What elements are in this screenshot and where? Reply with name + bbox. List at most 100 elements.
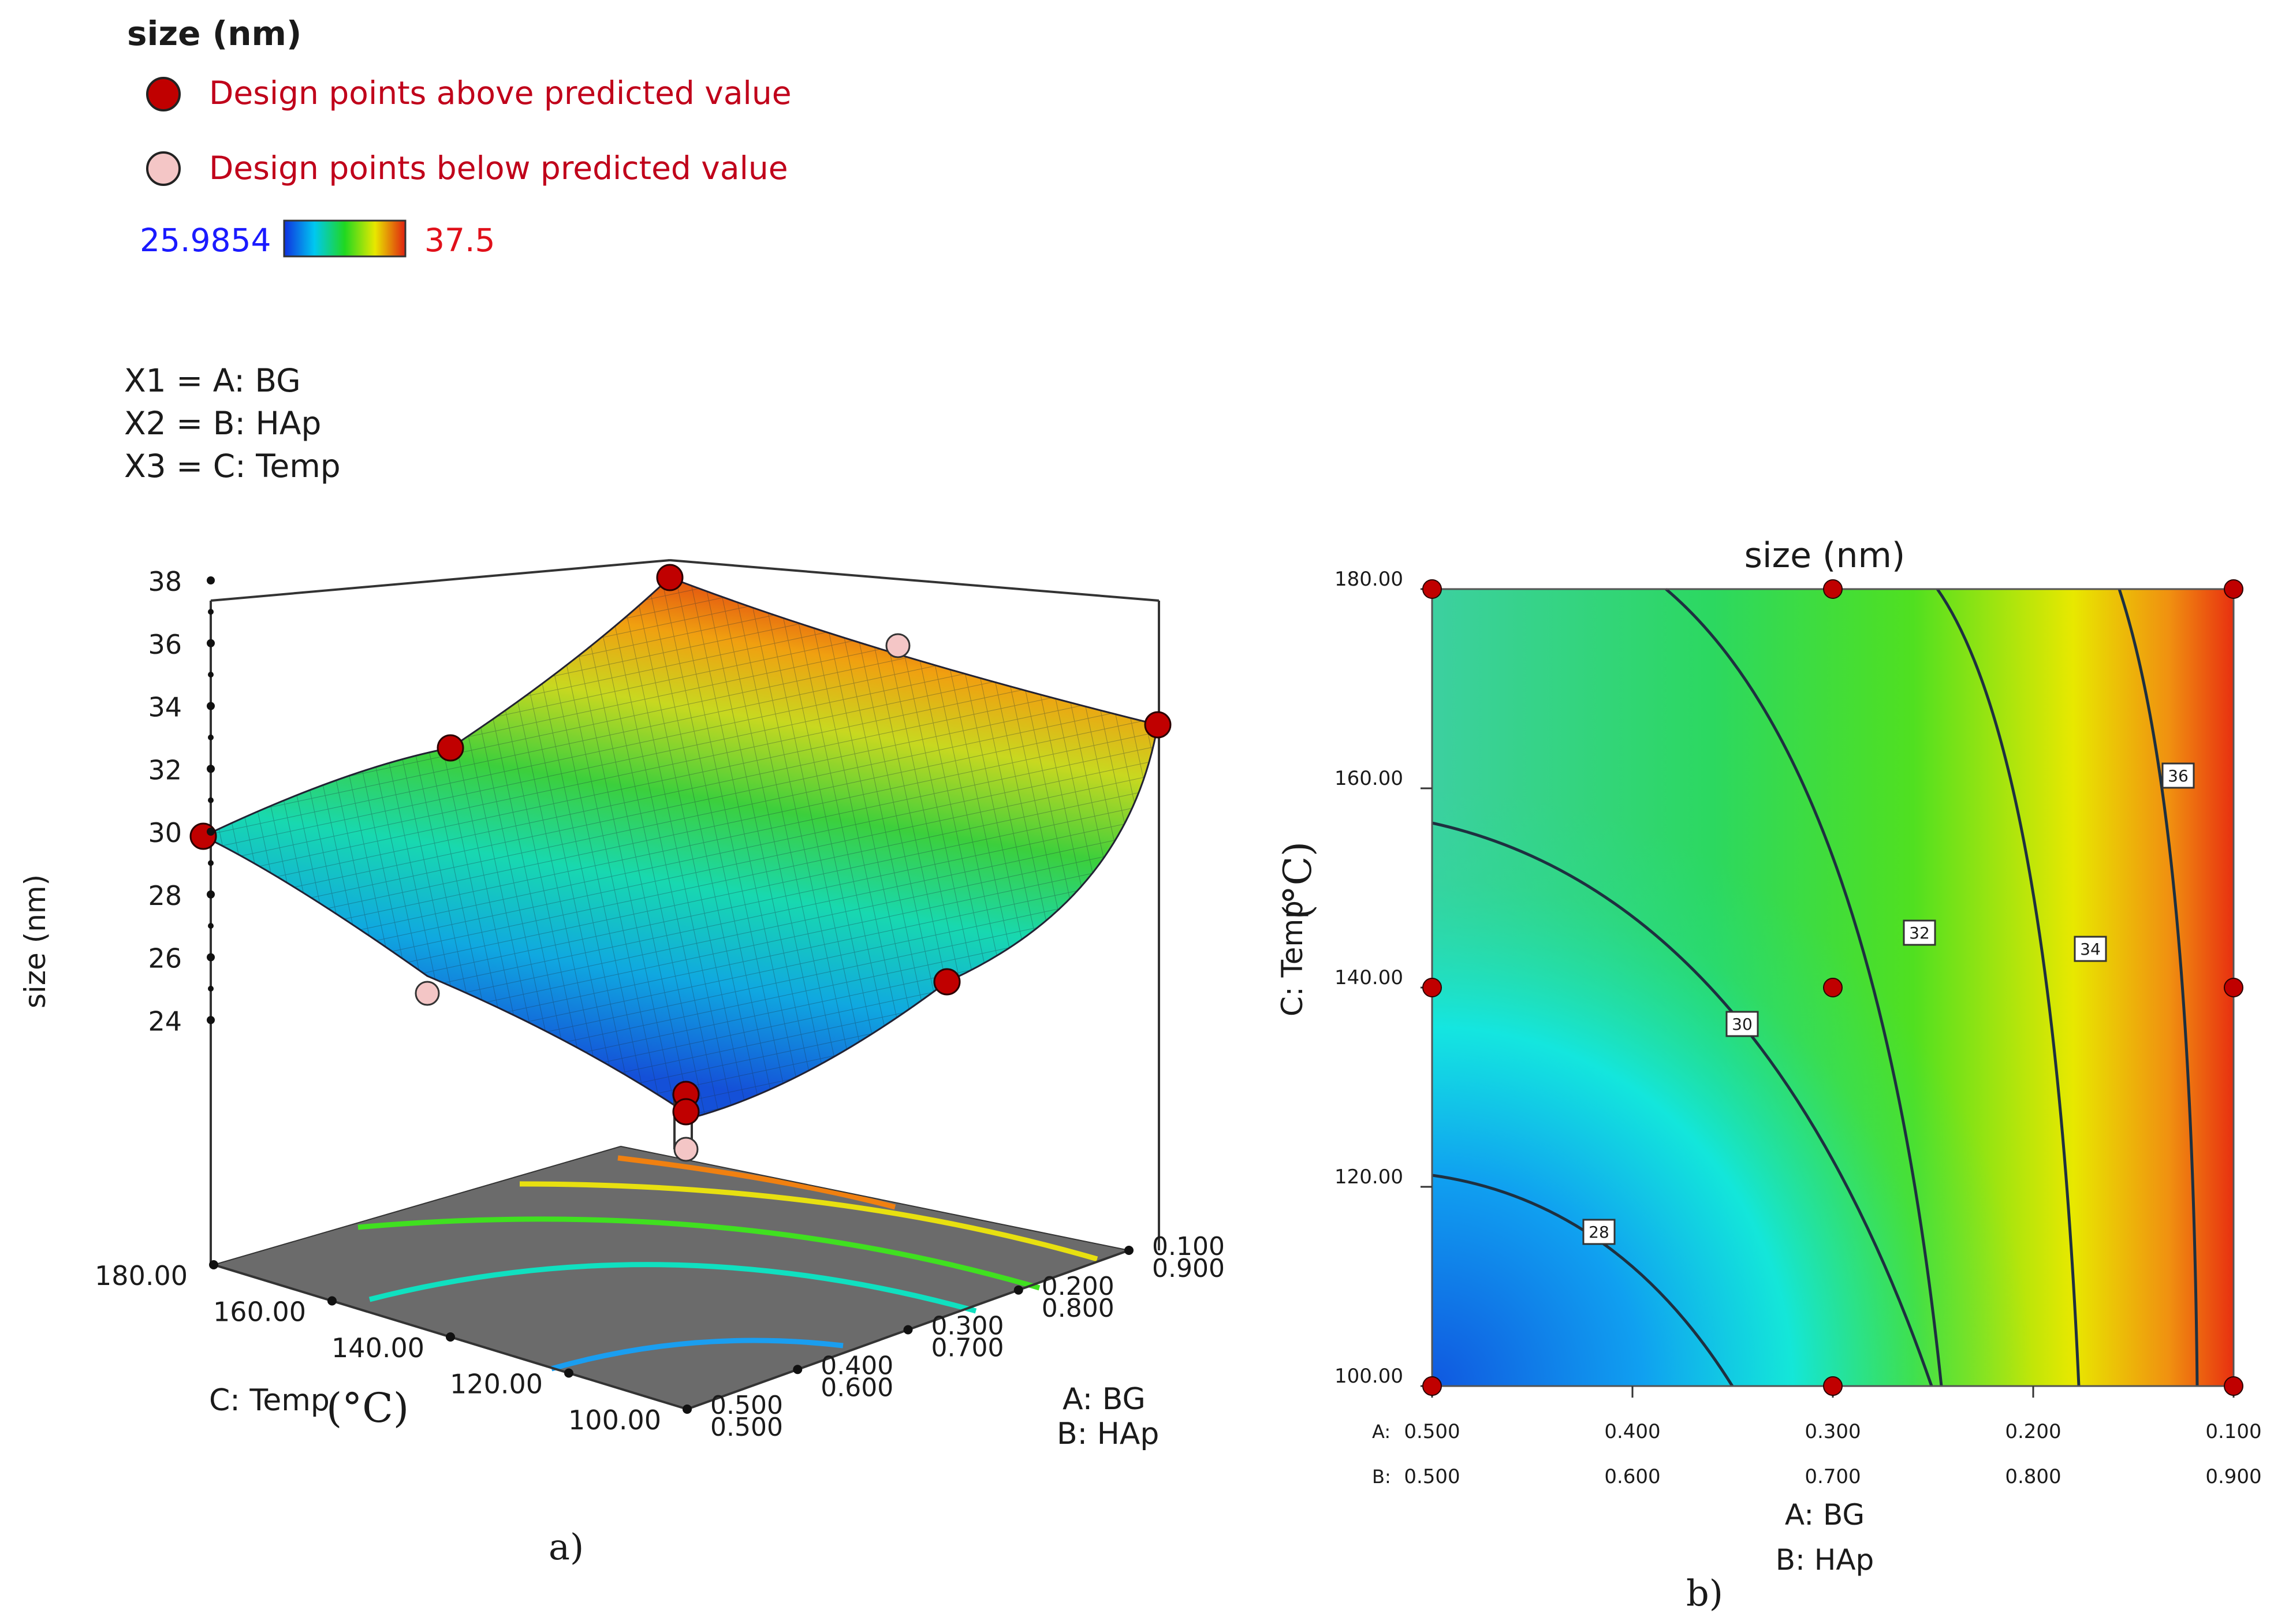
legend-above-marker <box>146 77 181 111</box>
contour-label-34-text: 34 <box>2080 940 2101 959</box>
contour-design-point <box>2224 579 2243 599</box>
contour-a-tick-label: 0.300 <box>1805 1420 1861 1443</box>
floor-contour-blue <box>550 1338 844 1372</box>
panel-b-contour-plot: size (nm) 28 30 32 34 36 <box>1276 535 2262 1614</box>
contour-label-36-text: 36 <box>2168 766 2189 785</box>
z-tick-label: 24 <box>148 1005 182 1037</box>
contour-label-32: 32 <box>1903 919 1936 946</box>
z-tick-mark <box>207 828 215 836</box>
contour-design-point <box>1823 978 1843 997</box>
z-tick-label: 34 <box>148 692 182 723</box>
design-points-3d <box>189 564 1172 1162</box>
design-point-below <box>415 981 440 1006</box>
z-tick-mark <box>207 576 215 584</box>
contour-label-30-text: 30 <box>1732 1015 1753 1034</box>
box-edge <box>669 559 1160 602</box>
contour-y-tick-label: 100.00 <box>1334 1365 1403 1388</box>
z-tick-label: 28 <box>148 880 182 911</box>
temp-axis-unit: (°C) <box>326 1384 409 1432</box>
temp-tick-mark <box>446 1332 455 1342</box>
contour-design-point <box>2224 1376 2243 1396</box>
floor-contour-cyan <box>368 1262 977 1314</box>
b-tick-label: 0.900 <box>1152 1254 1225 1283</box>
contour-design-point <box>1823 579 1843 599</box>
temp-tick-mark <box>209 1260 218 1269</box>
temp-tick-mark <box>327 1296 337 1306</box>
factor-x2: X2 = B: HAp <box>124 405 321 442</box>
z-minor-tick <box>208 923 214 929</box>
design-point-below <box>885 633 911 658</box>
contour-design-point <box>1422 579 1442 599</box>
ab-axis-label-a: A: BG <box>1063 1382 1146 1417</box>
panel-a-label: a) <box>549 1526 584 1568</box>
contour-y-axis-label: C: Temp <box>1276 900 1309 1016</box>
contour-y-tick-label: 180.00 <box>1334 568 1403 591</box>
colorbar-min-label: 25.9854 <box>140 222 271 259</box>
contour-a-tick-label: 0.500 <box>1404 1420 1460 1443</box>
z-minor-tick <box>208 672 214 678</box>
z-axis-label: size (nm) <box>18 874 52 1008</box>
contour-label-28-text: 28 <box>1589 1223 1609 1242</box>
contour-a-tick-label: 0.400 <box>1604 1420 1660 1443</box>
a-tick-label: 0.400 <box>821 1351 893 1380</box>
z-tick-mark <box>207 1016 215 1025</box>
legend-below-marker <box>146 151 181 186</box>
temp-axis-3d: 180.00 160.00 140.00 120.00 100.00 <box>95 1260 692 1436</box>
contour-line-36 <box>2118 588 2199 1387</box>
legend-above-label: Design points above predicted value <box>209 75 792 111</box>
design-point-above <box>437 734 464 762</box>
floor-contour-yellow <box>519 1181 1098 1262</box>
colorbar-max-label: 37.5 <box>424 222 495 259</box>
temp-tick-label: 160.00 <box>213 1297 306 1328</box>
a-tick-label: 0.100 <box>1152 1232 1225 1261</box>
b-tick-label: 0.700 <box>931 1334 1004 1363</box>
contour-label-32-text: 32 <box>1909 923 1930 943</box>
contour-x-axis-label-b: B: HAp <box>1776 1543 1874 1577</box>
contour-line-32 <box>1665 588 1943 1387</box>
panel-b-label: b) <box>1686 1572 1723 1614</box>
contour-y-tick-label: 140.00 <box>1334 966 1403 989</box>
floor-contour-orange <box>617 1155 896 1210</box>
contour-b-tick-label: 0.500 <box>1404 1465 1460 1488</box>
contour-a-tick-label: 0.100 <box>2205 1420 2261 1443</box>
temp-tick-label: 100.00 <box>568 1405 661 1436</box>
contour-x-prefix-b: B: <box>1372 1466 1391 1488</box>
contour-x-axis: A: B: 0.500 0.500 0.400 0.600 0.300 0.700 0.200 0… <box>1372 1386 2262 1488</box>
z-minor-tick <box>208 860 214 866</box>
ab-tick-mark <box>683 1405 692 1414</box>
contour-b-tick-label: 0.700 <box>1805 1465 1861 1488</box>
b-tick-label: 0.500 <box>710 1413 783 1442</box>
contour-label-30: 30 <box>1725 1011 1759 1037</box>
design-point-above <box>1144 711 1172 739</box>
contour-line-30 <box>1431 821 1933 1387</box>
temp-axis-label: C: Temp <box>209 1383 330 1418</box>
temp-tick-mark <box>564 1368 573 1378</box>
contour-design-point <box>1422 1376 1442 1396</box>
design-point-above <box>189 822 217 850</box>
contour-y-axis-unit: (°C) <box>1276 841 1320 919</box>
contour-title: size (nm) <box>1744 535 1906 576</box>
b-tick-label: 0.600 <box>821 1373 893 1402</box>
contour-design-point <box>1823 1376 1843 1396</box>
box-edge <box>210 559 670 602</box>
design-point-below <box>673 1137 699 1162</box>
contour-x-axis-label-a: A: BG <box>1785 1498 1865 1532</box>
design-point-above <box>672 1098 700 1126</box>
z-axis: 24 26 28 30 32 34 36 38 <box>148 566 215 1037</box>
ab-axis-label-b: B: HAp <box>1057 1417 1159 1451</box>
design-point-above <box>656 564 684 591</box>
factor-list: X1 = A: BG X2 = B: HAp X3 = C: Temp <box>124 362 341 485</box>
a-tick-label: 0.200 <box>1042 1272 1114 1301</box>
contour-y-tick-label: 120.00 <box>1334 1165 1403 1189</box>
z-tick-mark <box>207 702 215 710</box>
b-tick-label: 0.800 <box>1042 1294 1114 1323</box>
legend: size (nm) Design points above predicted … <box>127 14 792 259</box>
temp-tick-label: 180.00 <box>95 1260 188 1291</box>
temp-tick-label: 120.00 <box>450 1369 543 1400</box>
z-tick-mark <box>207 765 215 773</box>
contour-b-tick-label: 0.900 <box>2205 1465 2261 1488</box>
contour-x-prefix-a: A: <box>1372 1421 1391 1443</box>
